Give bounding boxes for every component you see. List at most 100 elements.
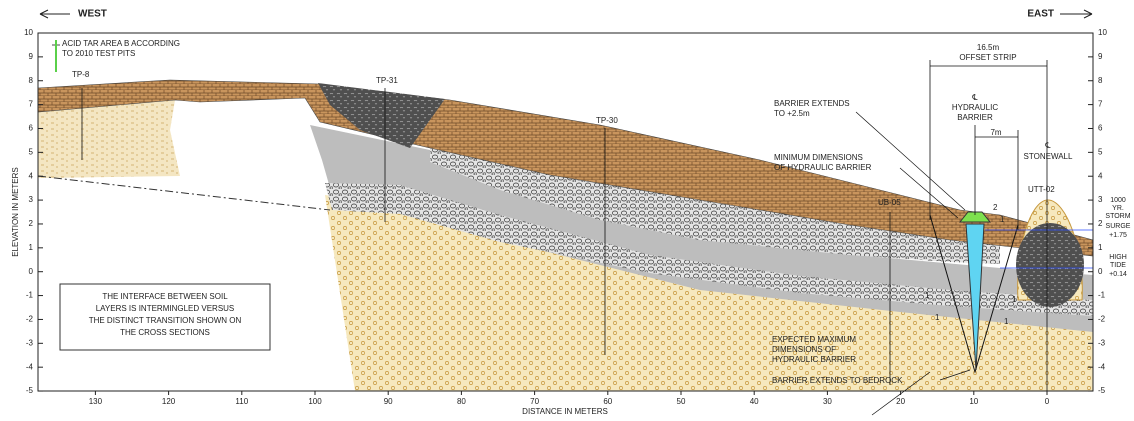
slope: 2: [993, 203, 998, 212]
y-tick-label: -2: [26, 315, 34, 324]
y-tick-label: 4: [1098, 171, 1103, 180]
y-tick-label: 3: [29, 195, 34, 204]
y-tick-label: 9: [29, 52, 34, 61]
y-tick-label: -1: [1098, 291, 1106, 300]
x-tick-label: 60: [603, 397, 612, 406]
y-tick-label: 6: [29, 124, 34, 133]
slope: 1: [1000, 215, 1005, 224]
bedrock-line: [37, 175, 331, 211]
pit-label: TP-8: [72, 70, 90, 79]
note: THE INTERFACE BETWEEN SOIL: [102, 292, 228, 301]
y-tick-label: 2: [29, 219, 34, 228]
y-tick-label: 4: [29, 171, 34, 180]
east-label: EAST: [1027, 9, 1054, 20]
direction-arrows: [39, 9, 1093, 19]
note: TO 2010 TEST PITS: [62, 49, 135, 58]
max-dimension-lines: [929, 214, 1019, 374]
barrier: [965, 223, 985, 371]
note-box: [59, 283, 271, 351]
note: THE CROSS SECTIONS: [120, 328, 210, 337]
note: EXPECTED MAXIMUM: [772, 335, 856, 344]
x-tick-label: 130: [89, 397, 103, 406]
x-tick-label: 80: [457, 397, 466, 406]
note: YR.: [1112, 205, 1124, 212]
dimension-lines: [929, 60, 1048, 230]
x-tick-label: 90: [384, 397, 393, 406]
note: 1000: [1110, 197, 1126, 204]
y-tick-label: 7: [29, 100, 34, 109]
note: ℄: [1044, 141, 1051, 150]
y-tick-label: 7: [1098, 100, 1103, 109]
pit-label: TP-31: [376, 76, 398, 85]
y-title: ELEVATION IN METERS: [11, 167, 20, 257]
y-tick-label: 1: [1098, 243, 1103, 252]
cream-layer: [38, 100, 180, 178]
note: DIMENSIONS OF: [772, 345, 836, 354]
x-tick-label: 50: [677, 397, 686, 406]
y-tick-label: 5: [29, 147, 34, 156]
layers: [37, 40, 1094, 416]
y-tick-label: -2: [1098, 315, 1106, 324]
note: +0.14: [1109, 271, 1127, 278]
note: STORM: [1105, 213, 1130, 220]
note: MINIMUM DIMENSIONS: [774, 153, 863, 162]
y-tick-label: 8: [1098, 76, 1103, 85]
note: HYDRAULIC BARRIER: [772, 355, 856, 364]
note: TO +2.5m: [774, 109, 810, 118]
y-tick-label: 10: [24, 28, 33, 37]
x-tick-label: 30: [823, 397, 832, 406]
y-tick-label: 10: [1098, 28, 1107, 37]
pit-label: TP-30: [596, 116, 618, 125]
y-tick-label: 8: [29, 76, 34, 85]
slope: 1: [935, 313, 940, 322]
y-tick-label: -5: [26, 386, 34, 395]
upper-gravel: [430, 148, 1000, 264]
note: SURGE: [1106, 223, 1131, 230]
y-tick-label: 9: [1098, 52, 1103, 61]
note: OF HYDRAULIC BARRIER: [774, 163, 872, 172]
pit-label: UTT-02: [1028, 185, 1055, 194]
y-tick-label: -4: [1098, 362, 1106, 371]
note: BARRIER: [957, 113, 993, 122]
y-tick-label: 0: [29, 267, 34, 276]
pit-label: UB-05: [878, 198, 901, 207]
note: STONEWALL: [1024, 152, 1073, 161]
stonewall: [1016, 223, 1084, 307]
west-label: WEST: [78, 9, 107, 20]
slope: 1: [1012, 295, 1017, 304]
note: LAYERS IS INTERMINGLED VERSUS: [96, 304, 235, 313]
note: TIDE: [1110, 262, 1126, 269]
x-tick-label: 120: [162, 397, 176, 406]
x-tick-label: 40: [750, 397, 759, 406]
barrier-cap: [958, 211, 992, 223]
y-tick-label: -3: [1098, 338, 1106, 347]
note: HIGH: [1109, 254, 1127, 261]
note: OFFSET STRIP: [959, 53, 1016, 62]
slope: 1: [925, 291, 930, 300]
y-tick-label: 2: [1098, 219, 1103, 228]
slope: 1: [1004, 317, 1009, 326]
y-tick-label: 6: [1098, 124, 1103, 133]
x-tick-label: 0: [1045, 397, 1050, 406]
y-tick-label: 5: [1098, 147, 1103, 156]
y-tick-label: 0: [1098, 267, 1103, 276]
y-tick-label: 3: [1098, 195, 1103, 204]
note: +1.75: [1109, 232, 1127, 239]
note: 16.5m: [977, 43, 1000, 52]
dark-fill: [318, 83, 445, 148]
note: 7m: [990, 128, 1001, 137]
note: BARRIER EXTENDS: [774, 99, 850, 108]
note: THE DISTINCT TRANSITION SHOWN ON: [89, 316, 242, 325]
y-tick-label: -5: [1098, 386, 1106, 395]
y-tick-label: -1: [26, 291, 34, 300]
note: BARRIER EXTENDS TO BEDROCK: [772, 376, 903, 385]
note: HYDRAULIC: [952, 103, 998, 112]
x-title: DISTANCE IN METERS: [522, 407, 608, 416]
x-tick-label: 10: [969, 397, 978, 406]
frame: [37, 32, 1094, 392]
x-tick-label: 20: [896, 397, 905, 406]
x-tick-label: 110: [235, 397, 248, 406]
y-tick-label: -4: [26, 362, 34, 371]
note: ACID TAR AREA B ACCORDING: [62, 39, 180, 48]
